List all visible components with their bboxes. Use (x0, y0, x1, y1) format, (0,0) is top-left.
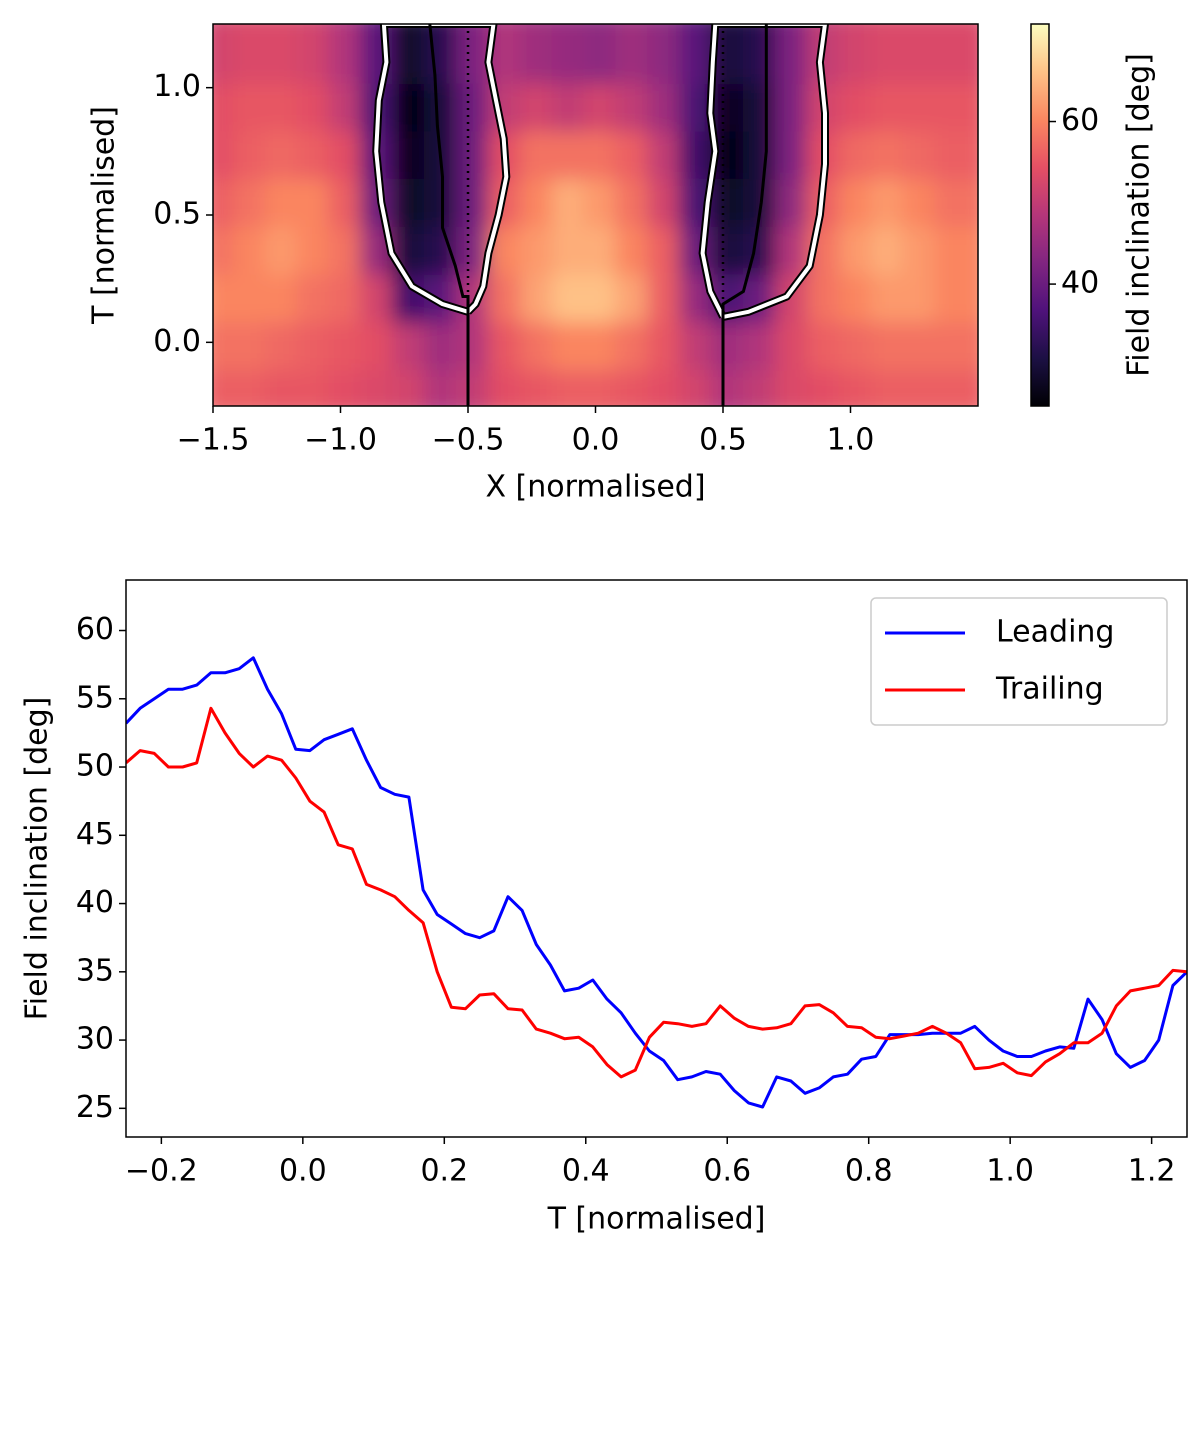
y-tick-label: 60 (76, 612, 114, 647)
x-tick-label: 1.0 (986, 1154, 1034, 1189)
y-axis-label: T [normalised] (87, 106, 122, 325)
x-tick-label: 0.0 (279, 1154, 327, 1189)
y-tick-label: 1.0 (153, 69, 201, 104)
heatmap (213, 24, 978, 406)
x-tick-label: 1.2 (1128, 1154, 1176, 1189)
plot-frame (212, 23, 979, 407)
plot-frame (125, 579, 1188, 1138)
track (721, 24, 768, 406)
x-tick-label: −0.2 (125, 1154, 198, 1189)
x-tick-label: 0.5 (699, 423, 747, 458)
x-tick-label: 0.2 (420, 1154, 468, 1189)
track (428, 24, 470, 406)
y-tick-label: 35 (76, 953, 114, 988)
y-tick-label: 0.0 (153, 324, 201, 359)
contour (374, 24, 509, 314)
x-tick-label: 0.0 (572, 423, 620, 458)
x-tick-label: 1.0 (827, 423, 875, 458)
y-tick-label: 45 (76, 817, 114, 852)
overlays (372, 24, 829, 406)
y-tick-label: 40 (76, 885, 114, 920)
x-tick-label: 0.4 (562, 1154, 610, 1189)
y-axis-label: Field inclination [deg] (20, 697, 55, 1021)
y-tick-label: 25 (76, 1090, 114, 1125)
x-tick-label: −0.5 (432, 423, 505, 458)
colorbar-tick-label: 40 (1061, 266, 1099, 301)
colorbar-tick-label: 60 (1061, 103, 1099, 138)
heatmap-cell (934, 24, 978, 84)
x-tick-label: −1.5 (177, 423, 250, 458)
y-tick-label: 0.5 (153, 197, 201, 232)
colorbar-label: Field inclination [deg] (1122, 53, 1157, 377)
legend-frame (870, 597, 1168, 726)
x-tick-label: 0.8 (845, 1154, 893, 1189)
x-tick-label: −1.0 (304, 423, 377, 458)
series-line (126, 656, 1187, 1109)
legend-label: Leading (996, 615, 1114, 650)
lines (126, 656, 1187, 1109)
y-tick-label: 50 (76, 749, 114, 784)
heatmap-clip (213, 24, 978, 406)
y-tick-label: 55 (76, 680, 114, 715)
x-axis-label: T [normalised] (547, 1202, 766, 1237)
contour (700, 24, 827, 319)
colorbar (1030, 23, 1050, 407)
legend-label: Trailing (995, 672, 1104, 707)
y-tick-label: 30 (76, 1022, 114, 1057)
x-axis-label: X [normalised] (485, 470, 705, 505)
x-tick-label: 0.6 (703, 1154, 751, 1189)
series-line (126, 706, 1187, 1079)
